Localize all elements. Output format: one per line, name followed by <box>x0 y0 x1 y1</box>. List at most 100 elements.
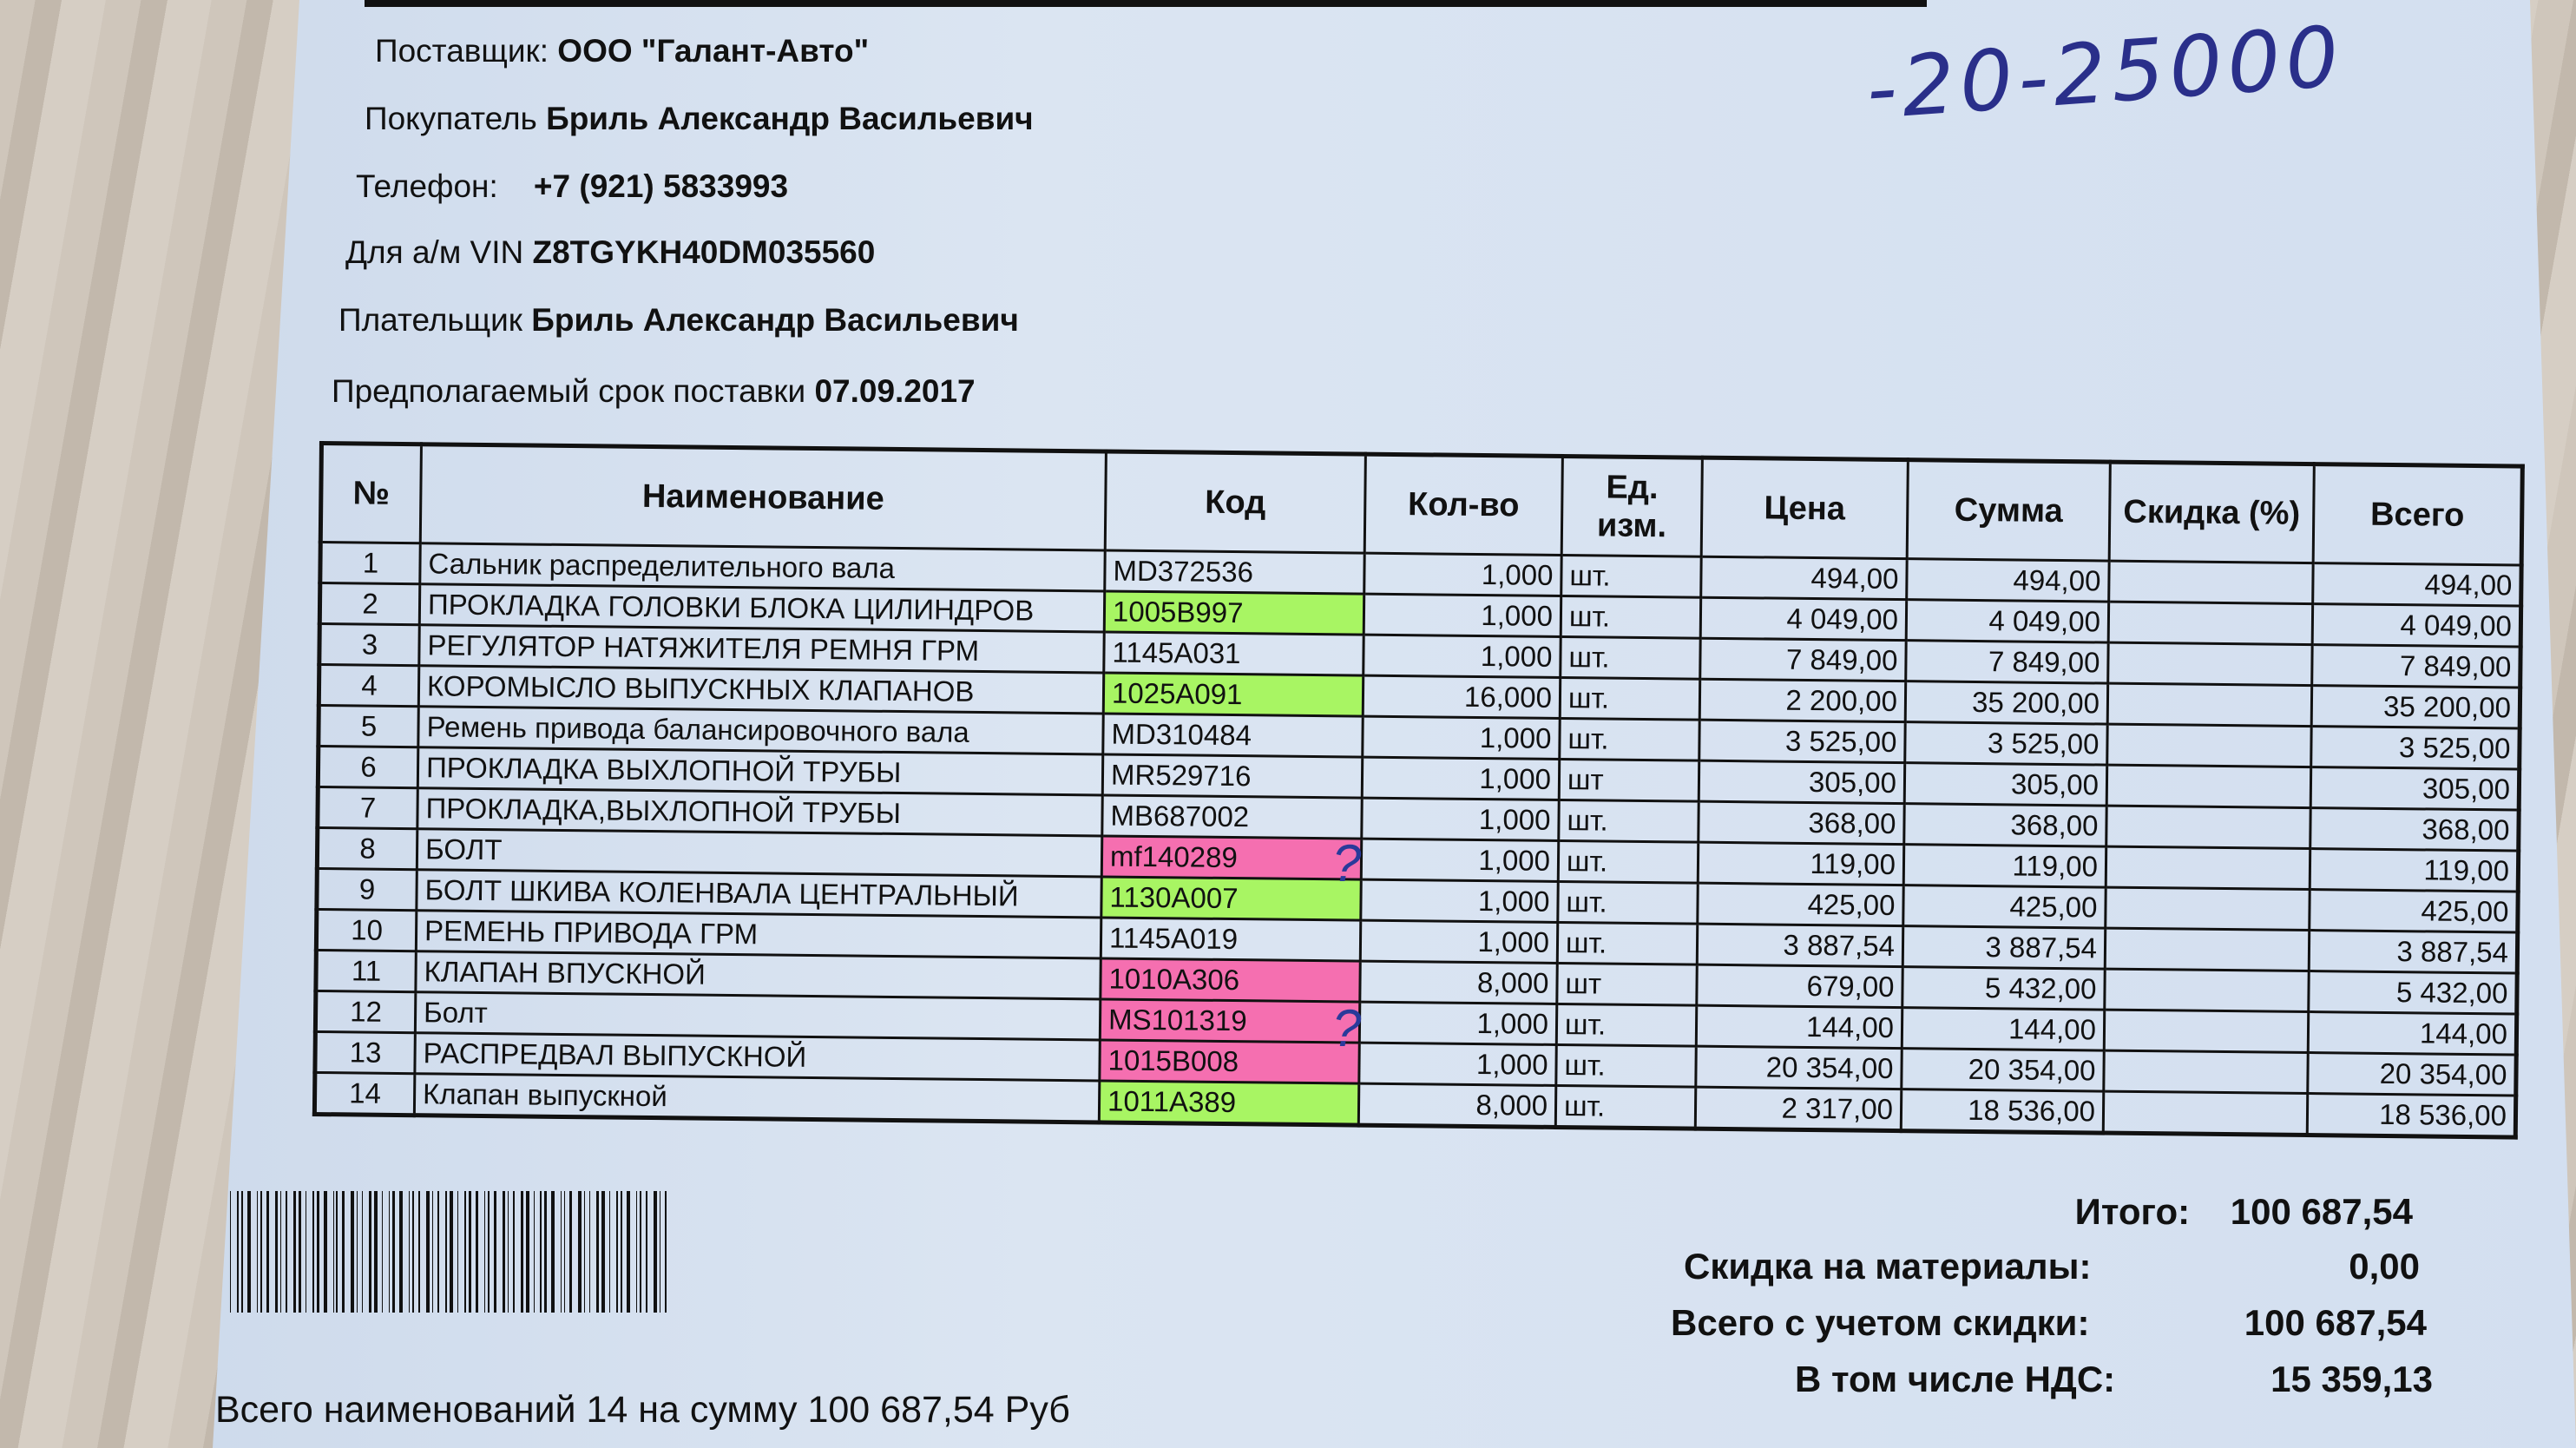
column-header: Цена <box>1701 457 1909 559</box>
barcode-bar <box>521 1191 523 1313</box>
phone-line: Телефон: +7 (921) 5833993 <box>356 168 788 205</box>
cell-total: 3 887,54 <box>2309 930 2518 974</box>
delivery-value: 07.09.2017 <box>814 373 976 409</box>
cell-unit: шт. <box>1557 881 1699 925</box>
subtotal-line: Итого: 100 687,54 <box>2075 1191 2413 1233</box>
cell-sum: 35 200,00 <box>1905 681 2108 725</box>
question-mark-annotation: ? <box>1332 999 1362 1057</box>
cell-n: 12 <box>315 991 416 1033</box>
cell-sum: 7 849,00 <box>1905 640 2109 684</box>
barcode <box>230 1191 673 1313</box>
cell-qty: 1,000 <box>1363 635 1561 678</box>
barcode-bar <box>513 1191 516 1313</box>
barcode-bar <box>356 1191 358 1313</box>
barcode-bar <box>588 1191 591 1313</box>
cell-name: КЛАПАН ВПУСКНОЙ <box>415 951 1101 999</box>
cell-discount <box>2104 969 2310 1012</box>
cell-code: 1010A306 <box>1100 958 1361 1003</box>
cell-sum: 3 525,00 <box>1904 721 2108 766</box>
barcode-bar <box>417 1191 421 1313</box>
vin-value: Z8TGYKH40DM035560 <box>532 234 876 270</box>
barcode-bar <box>502 1191 506 1313</box>
cell-n: 8 <box>317 827 417 870</box>
cell-price: 3 887,54 <box>1697 924 1903 967</box>
cell-unit: шт. <box>1555 1044 1697 1088</box>
barcode-bar <box>361 1191 364 1313</box>
cell-sum: 144,00 <box>1902 1007 2105 1051</box>
barcode-bar <box>266 1191 269 1313</box>
barcode-bar <box>508 1191 509 1313</box>
cell-unit: шт. <box>1560 636 1701 680</box>
cell-sum: 5 432,00 <box>1902 966 2106 1010</box>
cell-discount <box>2106 806 2311 849</box>
total-label: Всего с учетом скидки: <box>1671 1302 2090 1343</box>
cell-n: 2 <box>319 582 420 625</box>
barcode-bar <box>312 1191 315 1313</box>
cell-code: 1025A091 <box>1103 672 1364 717</box>
cell-name: Клапан выпускной <box>414 1073 1100 1122</box>
vat-label: В том числе НДС: <box>1795 1359 2116 1399</box>
barcode-bar <box>540 1191 542 1313</box>
cell-n: 14 <box>314 1072 415 1116</box>
payer-line: Плательщик Бриль Александр Васильевич <box>338 302 1019 339</box>
cell-discount <box>2107 683 2312 727</box>
cell-n: 11 <box>315 950 417 992</box>
cell-code: MS101319 <box>1100 998 1360 1043</box>
cell-discount <box>2103 1050 2309 1094</box>
table-body: 1 Сальник распределительного вала MD372536… <box>314 542 2522 1138</box>
barcode-bar <box>563 1191 566 1313</box>
buyer-line: Покупатель Бриль Александр Васильевич <box>365 101 1034 137</box>
cell-total: 7 849,00 <box>2311 644 2521 688</box>
cell-name: Болт <box>415 991 1101 1040</box>
cell-code: MB687002 <box>1101 794 1363 839</box>
cell-unit: шт. <box>1555 1085 1696 1129</box>
cell-discount <box>2105 928 2310 971</box>
barcode-bar <box>374 1191 378 1313</box>
cell-discount <box>2104 1010 2309 1053</box>
barcode-bar <box>342 1191 345 1313</box>
supplier-line: Поставщик: ООО "Галант-Авто" <box>375 33 869 69</box>
subtotal-label: Итого: <box>2074 1191 2191 1232</box>
barcode-bar <box>336 1191 338 1313</box>
cell-discount <box>2108 561 2314 604</box>
cell-code: 1145A031 <box>1103 631 1364 676</box>
phone-value: +7 (921) 5833993 <box>533 168 789 204</box>
cell-unit: шт <box>1559 759 1699 802</box>
discount-label: Скидка на материалы: <box>1684 1246 2092 1287</box>
cell-unit: шт. <box>1558 840 1699 884</box>
cell-name: РЕМЕНЬ ПРИВОДА ГРМ <box>416 910 1101 958</box>
cell-total: 119,00 <box>2310 848 2519 892</box>
barcode-bar <box>608 1191 610 1313</box>
barcode-bar <box>654 1191 658 1313</box>
column-header: Кол-во <box>1364 454 1563 556</box>
items-table: № Наименование Код Кол-во Ед. изм. Цена Сумма С… <box>312 441 2525 1140</box>
cell-name: ПРОКЛАДКА ГОЛОВКИ БЛОКА ЦИЛИНДРОВ <box>419 583 1105 632</box>
cell-name: ПРОКЛАДКА ВЫХЛОПНОЙ ТРУБЫ <box>417 747 1103 795</box>
delivery-line: Предполагаемый срок поставки 07.09.2017 <box>332 373 976 410</box>
barcode-bar <box>350 1191 354 1313</box>
cell-name: Сальник распределительного вала <box>419 543 1106 591</box>
cell-price: 119,00 <box>1698 842 1904 885</box>
cell-total: 20 354,00 <box>2307 1052 2517 1096</box>
barcode-bar <box>286 1191 287 1313</box>
cell-unit: шт. <box>1561 555 1702 598</box>
buyer-value: Бриль Александр Васильевич <box>546 101 1034 136</box>
barcode-bar <box>381 1191 383 1313</box>
cell-unit: шт. <box>1557 922 1698 965</box>
barcode-bar <box>247 1191 252 1313</box>
subtotal-value: 100 687,54 <box>2230 1191 2413 1232</box>
barcode-bar <box>230 1191 231 1313</box>
cell-code: 1145A019 <box>1101 917 1361 962</box>
cell-qty: 1,000 <box>1362 757 1560 800</box>
barcode-bar <box>332 1191 334 1313</box>
cell-discount <box>2107 642 2313 686</box>
cell-qty: 8,000 <box>1358 1083 1556 1128</box>
cell-total: 494,00 <box>2312 563 2522 607</box>
payer-label: Плательщик <box>338 302 522 338</box>
cell-n: 9 <box>316 868 417 911</box>
cell-discount <box>2103 1091 2308 1135</box>
barcode-bar <box>627 1191 630 1313</box>
cell-unit: шт <box>1556 963 1698 1006</box>
phone-label: Телефон: <box>356 168 498 204</box>
barcode-bar <box>578 1191 582 1313</box>
